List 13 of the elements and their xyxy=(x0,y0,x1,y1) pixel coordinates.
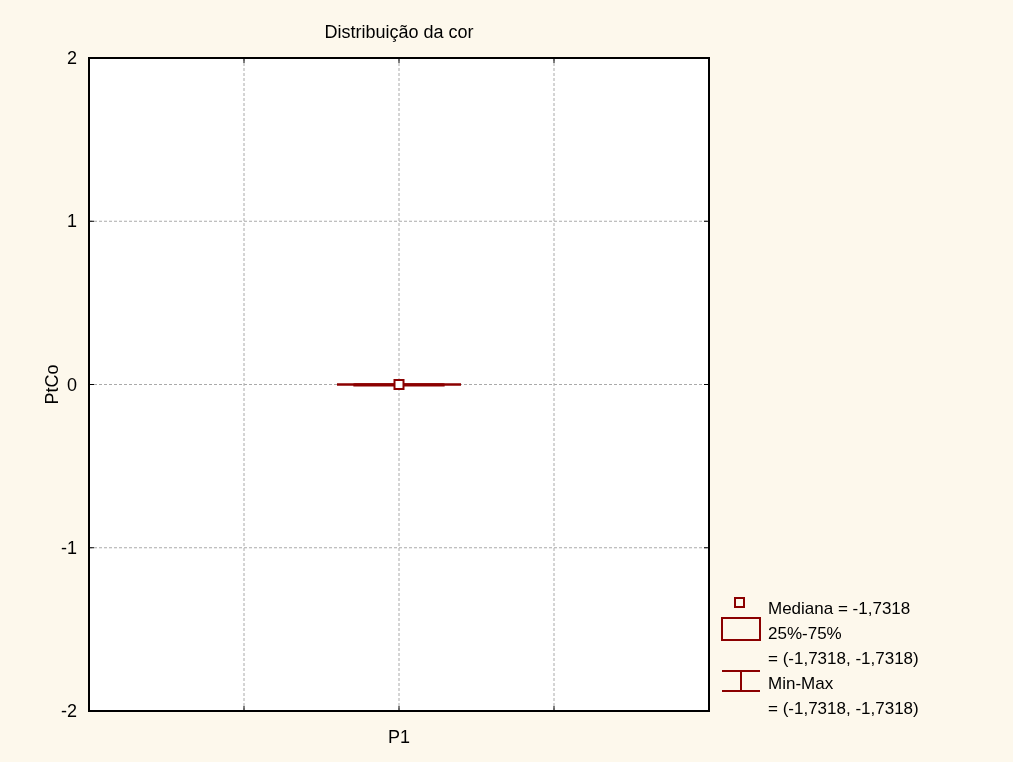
y-tick-label: -2 xyxy=(60,701,77,721)
text: = (-1,7318, -1,7318) xyxy=(768,649,919,668)
x-tick-label: P1 xyxy=(387,727,411,747)
y-tick-label: 1 xyxy=(66,211,77,232)
text: 25%-75% xyxy=(768,624,842,643)
y-axis-title: PtCo xyxy=(42,364,62,405)
chart-title: Distribuição da cor xyxy=(324,22,474,42)
y-tick-label: 0 xyxy=(66,374,77,395)
y-tick-label: 2 xyxy=(66,48,77,68)
y-tick-label: -1 xyxy=(60,537,77,558)
text: Min-Max xyxy=(768,674,834,693)
text: = (-1,7318, -1,7318) xyxy=(768,699,919,718)
text: Mediana = -1,7318 xyxy=(768,599,911,618)
